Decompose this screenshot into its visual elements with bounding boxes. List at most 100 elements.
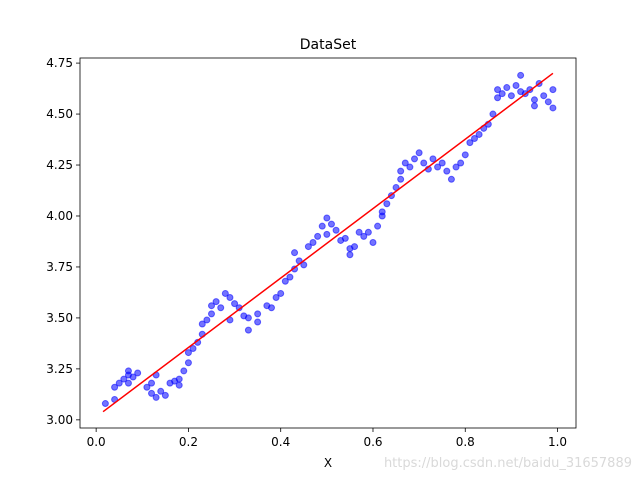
- data-point: [475, 130, 483, 138]
- data-point: [120, 375, 128, 383]
- data-point: [180, 367, 188, 375]
- data-point: [346, 251, 354, 259]
- data-point: [530, 102, 538, 110]
- data-point: [304, 243, 312, 251]
- data-point: [434, 163, 442, 171]
- data-point: [157, 387, 165, 395]
- data-point: [291, 249, 299, 257]
- plot-area: 0.0 0.2 0.4 0.6 0.8 1.0 3.00 3.25 3.50 3.75 4.00 4.…: [46, 56, 577, 449]
- data-point: [327, 220, 335, 228]
- data-point: [457, 159, 465, 167]
- data-point: [148, 379, 156, 387]
- data-point: [309, 238, 317, 246]
- data-point: [494, 86, 502, 94]
- data-point: [351, 243, 359, 251]
- data-point: [148, 389, 156, 397]
- y-tick-label: 3.25: [46, 362, 73, 376]
- data-point: [189, 345, 197, 352]
- data-point: [208, 302, 215, 310]
- y-tick-label: 4.25: [46, 158, 73, 172]
- data-point: [355, 228, 363, 236]
- x-tick-label: 1.0: [548, 435, 567, 449]
- data-point: [420, 159, 428, 167]
- data-point: [184, 349, 192, 357]
- data-point: [374, 222, 382, 230]
- x-tick-label: 0.0: [87, 435, 106, 449]
- data-point: [549, 104, 557, 112]
- data-point: [129, 373, 137, 381]
- data-point: [318, 222, 326, 230]
- data-point: [498, 90, 506, 98]
- data-point: [231, 300, 239, 308]
- data-point: [494, 94, 502, 102]
- data-point: [221, 289, 229, 297]
- data-point: [549, 86, 557, 94]
- chart-title: DataSet: [300, 37, 357, 53]
- data-point: [489, 110, 497, 118]
- data-point: [286, 273, 294, 281]
- data-point: [341, 234, 349, 242]
- data-point: [364, 228, 372, 236]
- y-tick-label: 4.00: [46, 209, 73, 223]
- data-point: [124, 379, 132, 387]
- data-point: [540, 92, 548, 100]
- data-point: [101, 400, 109, 408]
- data-point: [212, 298, 220, 306]
- x-axis-label: X: [324, 456, 332, 470]
- data-point: [517, 71, 525, 79]
- data-point: [198, 320, 206, 328]
- data-point: [507, 92, 515, 100]
- data-point: [447, 175, 455, 183]
- y-tick-label: 3.50: [46, 311, 73, 325]
- data-point: [281, 277, 289, 285]
- data-point: [134, 369, 142, 377]
- data-point: [470, 135, 478, 143]
- data-point: [152, 393, 160, 401]
- data-point: [530, 96, 538, 104]
- data-point: [244, 314, 252, 322]
- fit-line: [102, 72, 554, 413]
- data-point: [378, 208, 386, 216]
- data-point: [512, 82, 520, 90]
- data-point: [277, 289, 285, 297]
- data-point: [314, 232, 322, 240]
- data-point: [429, 155, 437, 163]
- data-point: [143, 383, 151, 391]
- data-point: [443, 167, 451, 175]
- data-point: [323, 230, 331, 238]
- data-point: [332, 226, 340, 234]
- axes-frame: [79, 57, 577, 429]
- data-point: [397, 175, 405, 183]
- data-point: [226, 294, 234, 302]
- y-tick-label: 4.75: [46, 56, 73, 70]
- data-point: [383, 200, 391, 208]
- x-tick-label: 0.2: [179, 435, 198, 449]
- y-tick-label: 4.50: [46, 107, 73, 121]
- data-point: [244, 326, 252, 334]
- data-point: [254, 318, 262, 326]
- data-point: [217, 304, 225, 312]
- data-point: [272, 294, 280, 302]
- data-point: [300, 261, 308, 269]
- data-point: [175, 381, 183, 389]
- data-point: [369, 238, 377, 246]
- data-point: [175, 375, 183, 383]
- data-point: [438, 159, 446, 167]
- data-point: [466, 139, 474, 147]
- x-tick-label: 0.8: [456, 435, 475, 449]
- data-point: [115, 379, 123, 387]
- data-point: [161, 391, 169, 399]
- data-point: [254, 310, 262, 318]
- y-tick-label: 3.75: [46, 260, 73, 274]
- data-point: [124, 367, 132, 375]
- x-tick-label: 0.4: [271, 435, 290, 449]
- data-point: [323, 214, 331, 222]
- data-point: [544, 98, 552, 106]
- data-point: [503, 84, 511, 92]
- data-point: [401, 159, 409, 167]
- y-tick-label: 3.00: [46, 413, 73, 427]
- x-tick-label: 0.6: [363, 435, 382, 449]
